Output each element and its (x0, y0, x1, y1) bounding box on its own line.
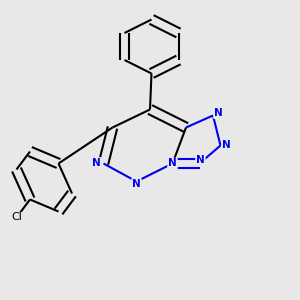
Text: N: N (222, 140, 231, 150)
Text: N: N (132, 179, 141, 189)
Text: N: N (196, 155, 205, 165)
Text: N: N (92, 158, 100, 168)
Text: Cl: Cl (11, 212, 22, 223)
Text: N: N (214, 108, 223, 118)
Text: N: N (168, 158, 177, 169)
